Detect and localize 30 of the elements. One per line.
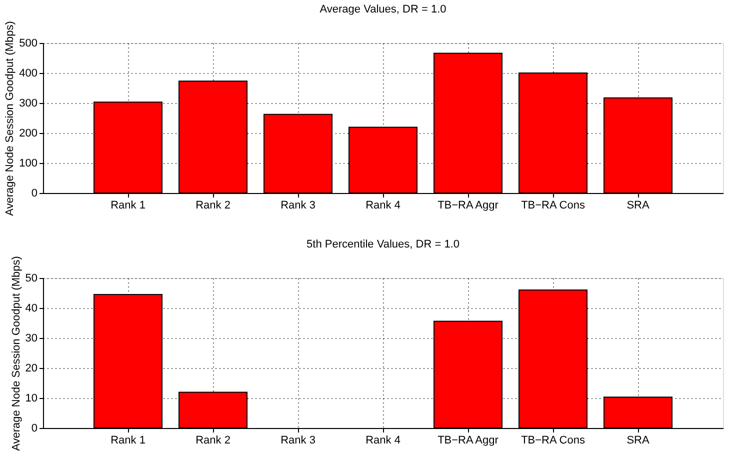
x-tick-label: SRA bbox=[626, 434, 650, 446]
x-tick-label: Rank 3 bbox=[280, 200, 316, 212]
x-tick-label: Rank 3 bbox=[280, 434, 316, 446]
y-tick-label: 0 bbox=[31, 188, 38, 200]
x-tick-label: Rank 1 bbox=[110, 200, 146, 212]
y-tick-label: 50 bbox=[25, 272, 38, 284]
y-tick-label: 400 bbox=[19, 68, 38, 80]
x-tick-label: TB−RA Cons bbox=[521, 200, 586, 212]
chart-title: Average Values, DR = 1.0 bbox=[320, 4, 446, 16]
x-tick-label: Rank 4 bbox=[366, 200, 400, 212]
x-tick-label: TB−RA Aggr bbox=[438, 434, 499, 446]
y-axis-title: Average Node Session Goodput (Mbps) bbox=[10, 256, 22, 451]
y-axis-title: Average Node Session Goodput (Mbps) bbox=[4, 21, 16, 216]
y-tick-label: 30 bbox=[25, 332, 38, 344]
x-tick-label: SRA bbox=[626, 200, 650, 212]
y-tick-label: 200 bbox=[19, 128, 38, 140]
x-tick-label: TB−RA Cons bbox=[521, 434, 586, 446]
x-tick-label: Rank 2 bbox=[196, 434, 230, 446]
x-tick-label: Rank 1 bbox=[110, 434, 146, 446]
y-tick-label: 300 bbox=[19, 98, 38, 110]
y-tick-label: 0 bbox=[31, 422, 38, 434]
x-tick-label: Rank 2 bbox=[196, 200, 230, 212]
chart-title: 5th Percentile Values, DR = 1.0 bbox=[306, 238, 460, 251]
y-tick-label: 20 bbox=[25, 362, 38, 374]
x-tick-label: TB−RA Aggr bbox=[438, 200, 499, 212]
y-tick-label: 40 bbox=[25, 302, 38, 314]
x-tick-label: Rank 4 bbox=[366, 434, 400, 446]
y-tick-label: 500 bbox=[19, 38, 38, 50]
y-tick-label: 10 bbox=[25, 392, 38, 404]
y-tick-label: 100 bbox=[19, 158, 38, 170]
